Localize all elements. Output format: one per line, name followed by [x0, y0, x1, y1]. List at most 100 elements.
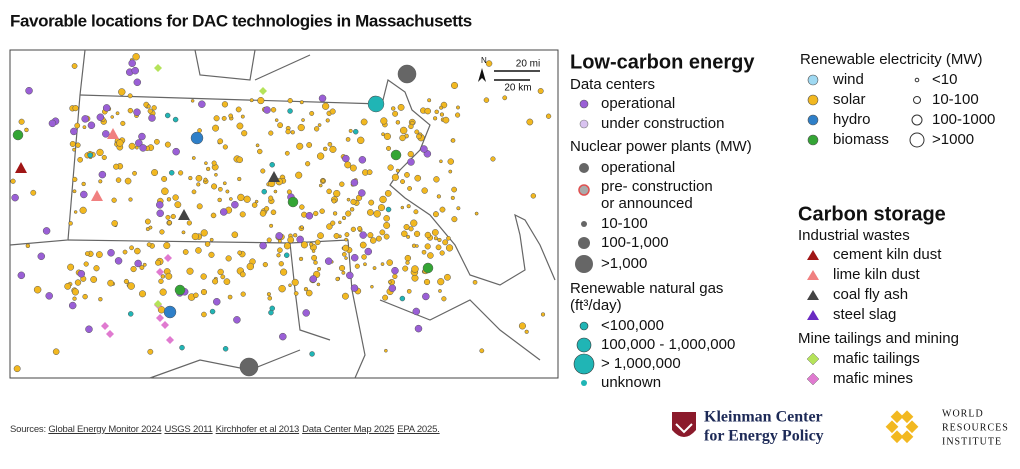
map-marker	[259, 241, 267, 250]
logo-text: for Energy Policy	[704, 428, 824, 445]
map-marker	[134, 259, 142, 268]
map-marker	[213, 115, 220, 122]
map-marker	[414, 174, 422, 182]
map-marker	[366, 209, 374, 216]
map-marker	[413, 209, 419, 215]
map-marker	[110, 115, 114, 119]
map-marker	[71, 288, 79, 296]
map-marker	[221, 101, 229, 108]
map-marker	[421, 249, 427, 255]
map-marker	[277, 247, 283, 254]
map-marker	[255, 143, 260, 148]
map-marker	[350, 284, 359, 292]
map-marker	[309, 275, 318, 283]
map-marker	[270, 107, 277, 113]
map-marker	[298, 256, 304, 262]
map-marker	[433, 236, 438, 241]
map-marker	[133, 78, 142, 87]
map-marker	[439, 105, 444, 110]
map-marker	[95, 251, 103, 258]
map-marker	[186, 220, 192, 226]
map-marker	[333, 189, 341, 198]
map-marker	[333, 233, 340, 239]
map-marker	[132, 170, 137, 176]
map-marker	[431, 229, 439, 236]
map-marker	[284, 150, 290, 156]
map-marker	[251, 202, 258, 208]
map-marker	[68, 221, 73, 226]
legend-item: >1,000	[601, 255, 647, 272]
source-link[interactable]: Global Energy Monitor 2024	[48, 424, 162, 435]
legend-item: coal fly ash	[833, 286, 908, 303]
map-marker	[72, 147, 76, 152]
map-marker	[167, 220, 172, 226]
sources: Sources: Global Energy Monitor 2024 USGS …	[10, 424, 443, 435]
map-marker	[72, 105, 79, 112]
map-marker	[72, 189, 77, 194]
map-marker	[154, 138, 160, 145]
map-marker	[241, 130, 248, 137]
map-marker	[318, 94, 327, 103]
map-marker	[115, 177, 122, 183]
source-link[interactable]: EPA 2025.	[397, 424, 440, 435]
map-marker	[335, 276, 340, 282]
map-marker	[400, 179, 406, 185]
map-marker	[209, 237, 214, 242]
map-marker	[225, 189, 230, 194]
wri-logo: WORLD RESOURCES INSTITUTE	[885, 408, 1008, 447]
map-marker	[73, 210, 78, 214]
map-marker	[130, 266, 137, 273]
map-marker	[348, 128, 353, 133]
source-link[interactable]: Data Center Map 2025	[302, 424, 395, 435]
map-marker	[293, 233, 298, 238]
map-marker	[349, 164, 357, 172]
map-marker	[373, 210, 381, 218]
map-marker	[325, 118, 330, 123]
title: Favorable locations for DAC technologies…	[10, 11, 472, 30]
map-marker	[74, 279, 82, 286]
source-link[interactable]: Kirchhofer et al 2013	[215, 424, 300, 435]
map-marker	[166, 336, 174, 344]
map-marker	[297, 123, 305, 132]
map-marker	[161, 175, 168, 182]
map-marker	[239, 271, 246, 278]
map-marker	[139, 265, 145, 270]
legend-group: Industrial wastes	[798, 227, 910, 244]
map-marker	[227, 294, 233, 300]
map-marker	[101, 322, 109, 330]
map-marker	[260, 168, 266, 174]
map-marker	[106, 330, 114, 338]
map-marker	[170, 213, 176, 220]
map-marker	[313, 260, 318, 265]
map-marker	[217, 268, 224, 276]
map-marker	[87, 152, 93, 158]
map-marker	[138, 132, 146, 141]
map-marker	[313, 126, 320, 132]
map-marker	[277, 239, 282, 244]
map-marker	[178, 209, 190, 220]
legend-item: mafic tailings	[833, 350, 920, 367]
map-marker	[344, 232, 350, 237]
legend-item: hydro	[833, 111, 871, 128]
map-marker	[233, 316, 241, 324]
source-link[interactable]: USGS 2011	[164, 424, 213, 435]
map-marker	[159, 288, 167, 296]
map-marker	[25, 243, 31, 249]
legend-item: or announced	[601, 195, 693, 212]
map-marker	[204, 241, 211, 247]
map-marker	[268, 171, 280, 182]
map-marker	[382, 294, 389, 301]
map-marker	[322, 146, 328, 152]
map-marker	[411, 265, 419, 273]
map-marker	[236, 156, 244, 164]
map-marker	[287, 98, 293, 104]
legend-item: operational	[601, 159, 675, 176]
map-marker	[77, 156, 83, 163]
map-marker	[91, 190, 103, 201]
map-marker	[127, 107, 134, 114]
map-marker	[380, 117, 388, 125]
map-marker	[213, 298, 221, 306]
map-marker	[42, 227, 51, 235]
map-marker	[309, 351, 315, 357]
